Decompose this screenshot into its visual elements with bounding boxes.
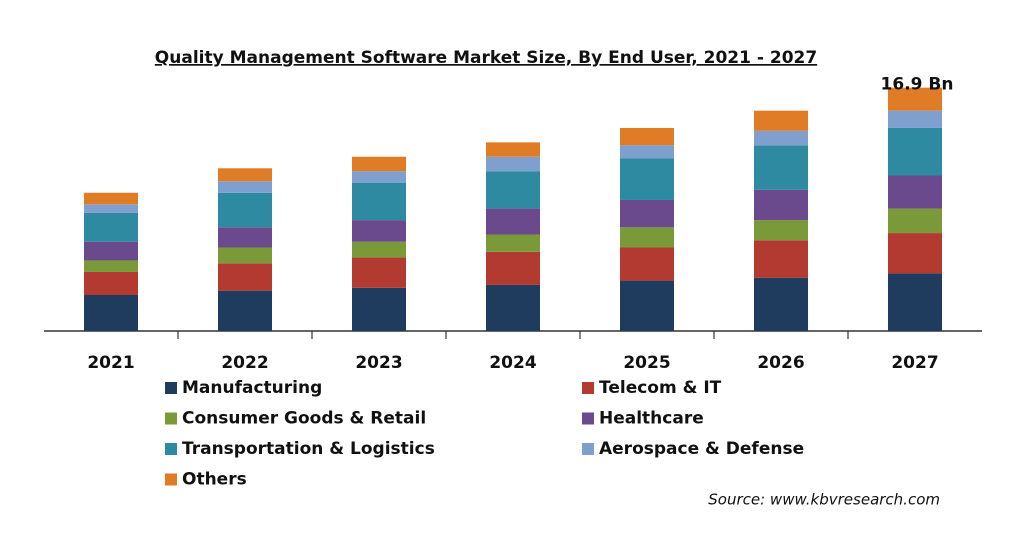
bar-segment	[754, 240, 808, 278]
legend-label: Others	[182, 470, 247, 490]
bar-segment	[218, 181, 272, 193]
bar-segment	[486, 251, 540, 285]
x-tick-label: 2023	[355, 353, 402, 373]
bar-segment	[620, 145, 674, 159]
legend-label: Consumer Goods & Retail	[182, 409, 426, 429]
bar-segment	[84, 241, 138, 261]
total-annotation: 16.9 Bn	[881, 75, 954, 95]
bar-segment	[888, 208, 942, 234]
bar-segment	[754, 145, 808, 190]
x-tick-label: 2024	[489, 353, 536, 373]
bar-segment	[84, 212, 138, 242]
bar-segment	[486, 142, 540, 157]
bar-segment	[352, 156, 406, 172]
bar-segment	[754, 220, 808, 241]
legend-swatch	[165, 412, 177, 425]
bar-segment	[84, 192, 138, 205]
bar-segment	[486, 284, 540, 331]
bar-segment	[486, 234, 540, 252]
bar-segment	[84, 295, 138, 331]
legend-label: Telecom & IT	[599, 378, 722, 398]
bar-segment	[620, 247, 674, 281]
bar-segment	[352, 257, 406, 288]
x-tick-label: 2025	[623, 353, 670, 373]
bar-segment	[888, 273, 942, 331]
source: Source: www.kbvresearch.com	[708, 491, 940, 509]
bar-segment	[352, 241, 406, 258]
bar-segment	[754, 130, 808, 146]
bar-segment	[888, 87, 942, 111]
bar-segment	[888, 233, 942, 274]
legend-label: Healthcare	[599, 409, 704, 429]
bar-segment	[754, 110, 808, 131]
legend-label: Manufacturing	[182, 378, 322, 398]
bar-segment	[888, 175, 942, 209]
bar-segment	[486, 208, 540, 235]
bar-segment	[218, 290, 272, 331]
bar-segment	[620, 127, 674, 146]
bar-segment	[218, 192, 272, 228]
bar-segment	[352, 220, 406, 242]
bar-segment	[84, 271, 138, 295]
x-tick-label: 2022	[221, 353, 268, 373]
bar-segment	[486, 171, 540, 209]
bar-segment	[352, 182, 406, 221]
bar-segment	[754, 277, 808, 331]
bar-segment	[218, 247, 272, 264]
bar-segment	[84, 260, 138, 272]
bar-segment	[888, 110, 942, 128]
bar-segment	[218, 263, 272, 291]
legend-swatch	[165, 473, 177, 486]
bar-segment	[352, 287, 406, 331]
legend-swatch	[165, 443, 177, 455]
x-tick-label: 2026	[757, 353, 804, 373]
bar-segment	[620, 158, 674, 200]
legend-swatch	[582, 443, 594, 455]
x-tick-label: 2027	[891, 353, 938, 373]
chart-title: Quality Management Software Market Size,…	[155, 48, 817, 68]
bar-segment	[620, 199, 674, 228]
bar-segment	[620, 280, 674, 331]
legend-swatch	[165, 382, 177, 394]
bar-segment	[620, 227, 674, 248]
legend-label: Aerospace & Defense	[599, 439, 804, 459]
legend-label: Transportation & Logistics	[182, 439, 435, 459]
bar-segment	[888, 127, 942, 176]
bar-segment	[84, 204, 138, 213]
x-tick-label: 2021	[87, 353, 134, 373]
bar-segment	[486, 156, 540, 172]
bar-segment	[218, 168, 272, 182]
legend-swatch	[582, 382, 594, 394]
legend-swatch	[582, 412, 594, 425]
bar-segment	[352, 171, 406, 183]
bar-segment	[754, 189, 808, 221]
bar-segment	[218, 227, 272, 248]
